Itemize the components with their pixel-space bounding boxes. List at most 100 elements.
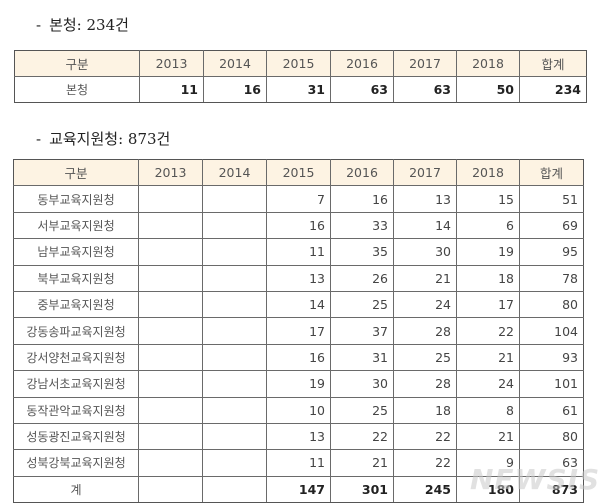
cell-total: 80 — [519, 290, 584, 319]
table-row: 남부교육지원청 11 35 30 19 95 — [13, 238, 584, 266]
header-2015: 2015 — [266, 50, 331, 77]
cell-2013 — [138, 290, 203, 319]
row-label: 강동송파교육지원청 — [13, 317, 139, 345]
cell-total: 234 — [519, 76, 587, 103]
heading-dash: - — [36, 130, 42, 148]
table-header-row: 구분 2013 2014 2015 2016 2017 2018 합계 — [14, 50, 587, 77]
total-2018: 180 — [456, 475, 520, 503]
cell-2013 — [138, 343, 203, 372]
header-2013: 2013 — [138, 158, 203, 187]
row-label: 동작관악교육지원청 — [13, 396, 139, 424]
total-2016: 301 — [330, 475, 394, 503]
section-heading-district-offices: - 교육지원청: 873건 — [36, 128, 170, 149]
cell-2016: 31 — [330, 343, 394, 372]
cell-2014 — [202, 185, 267, 213]
cell-2013 — [138, 264, 203, 292]
cell-2016: 35 — [330, 238, 394, 266]
cell-2013 — [138, 449, 203, 477]
row-label: 강남서초교육지원청 — [13, 370, 139, 398]
cell-2014 — [202, 211, 267, 240]
table-row: 성북강북교육지원청 11 21 22 9 63 — [13, 449, 584, 477]
cell-2015: 10 — [266, 396, 331, 424]
table-row: 서부교육지원청 16 33 14 6 69 — [13, 211, 584, 240]
header-2017: 2017 — [393, 50, 457, 77]
cell-2015: 16 — [266, 211, 331, 240]
cell-2016: 37 — [330, 317, 394, 345]
cell-2015: 19 — [266, 370, 331, 398]
cell-2018: 19 — [456, 238, 520, 266]
cell-2018: 50 — [456, 76, 520, 103]
cell-2014 — [202, 370, 267, 398]
cell-2016: 26 — [330, 264, 394, 292]
cell-2016: 30 — [330, 370, 394, 398]
cell-2015: 17 — [266, 317, 331, 345]
cell-2018: 8 — [456, 396, 520, 424]
cell-total: 104 — [519, 317, 584, 345]
cell-2013 — [138, 396, 203, 424]
cell-2014 — [202, 317, 267, 345]
cell-total: 61 — [519, 396, 584, 424]
header-category: 구분 — [13, 158, 139, 187]
table-row: 중부교육지원청 14 25 24 17 80 — [13, 290, 584, 319]
cell-2013 — [138, 185, 203, 213]
table-row: 강서양천교육지원청 16 31 25 21 93 — [13, 343, 584, 372]
cell-2017: 14 — [393, 211, 457, 240]
cell-2018: 6 — [456, 211, 520, 240]
cell-2014 — [202, 396, 267, 424]
cell-2015: 11 — [266, 449, 331, 477]
cell-2017: 28 — [393, 317, 457, 345]
header-2018: 2018 — [456, 50, 520, 77]
cell-2016: 22 — [330, 422, 394, 451]
cell-total: 93 — [519, 343, 584, 372]
cell-2013 — [138, 317, 203, 345]
cell-2017: 30 — [393, 238, 457, 266]
cell-2018: 9 — [456, 449, 520, 477]
table-row: 동부교육지원청 7 16 13 15 51 — [13, 185, 584, 213]
cell-2016: 25 — [330, 396, 394, 424]
heading-dash: - — [36, 16, 42, 34]
cell-2016: 21 — [330, 449, 394, 477]
row-label: 서부교육지원청 — [13, 211, 139, 240]
total-row: 계 147 301 245 180 873 — [13, 475, 584, 503]
table-row: 성동광진교육지원청 13 22 22 21 80 — [13, 422, 584, 451]
cell-2017: 28 — [393, 370, 457, 398]
cell-2015: 13 — [266, 264, 331, 292]
cell-2014 — [202, 264, 267, 292]
header-total: 합계 — [519, 158, 584, 187]
row-label: 강서양천교육지원청 — [13, 343, 139, 372]
cell-2017: 13 — [393, 185, 457, 213]
heading-text: 교육지원청: 873건 — [49, 130, 171, 148]
headquarters-table: 구분 2013 2014 2015 2016 2017 2018 합계 본청 1… — [14, 50, 587, 103]
cell-2017: 21 — [393, 264, 457, 292]
cell-2013 — [138, 238, 203, 266]
row-label: 성동광진교육지원청 — [13, 422, 139, 451]
header-2016: 2016 — [330, 50, 394, 77]
cell-2016: 33 — [330, 211, 394, 240]
cell-2014 — [202, 238, 267, 266]
cell-2014 — [202, 290, 267, 319]
cell-2015: 7 — [266, 185, 331, 213]
table-row: 본청 11 16 31 63 63 50 234 — [14, 76, 587, 103]
cell-2018: 24 — [456, 370, 520, 398]
header-2016: 2016 — [330, 158, 394, 187]
total-label: 계 — [13, 475, 139, 503]
cell-2017: 22 — [393, 449, 457, 477]
cell-2016: 25 — [330, 290, 394, 319]
cell-2018: 18 — [456, 264, 520, 292]
cell-2017: 18 — [393, 396, 457, 424]
cell-2015: 11 — [266, 238, 331, 266]
total-sum: 873 — [519, 475, 584, 503]
cell-total: 80 — [519, 422, 584, 451]
cell-2018: 22 — [456, 317, 520, 345]
table-row: 강남서초교육지원청 19 30 28 24 101 — [13, 370, 584, 398]
total-2013 — [138, 475, 203, 503]
cell-2014 — [202, 343, 267, 372]
total-2017: 245 — [393, 475, 457, 503]
cell-2014 — [202, 422, 267, 451]
district-offices-table: 구분 2013 2014 2015 2016 2017 2018 합계 동부교육… — [13, 158, 584, 503]
table-header-row: 구분 2013 2014 2015 2016 2017 2018 합계 — [13, 158, 584, 187]
cell-total: 95 — [519, 238, 584, 266]
header-2013: 2013 — [139, 50, 204, 77]
row-label: 북부교육지원청 — [13, 264, 139, 292]
table-row: 강동송파교육지원청 17 37 28 22 104 — [13, 317, 584, 345]
